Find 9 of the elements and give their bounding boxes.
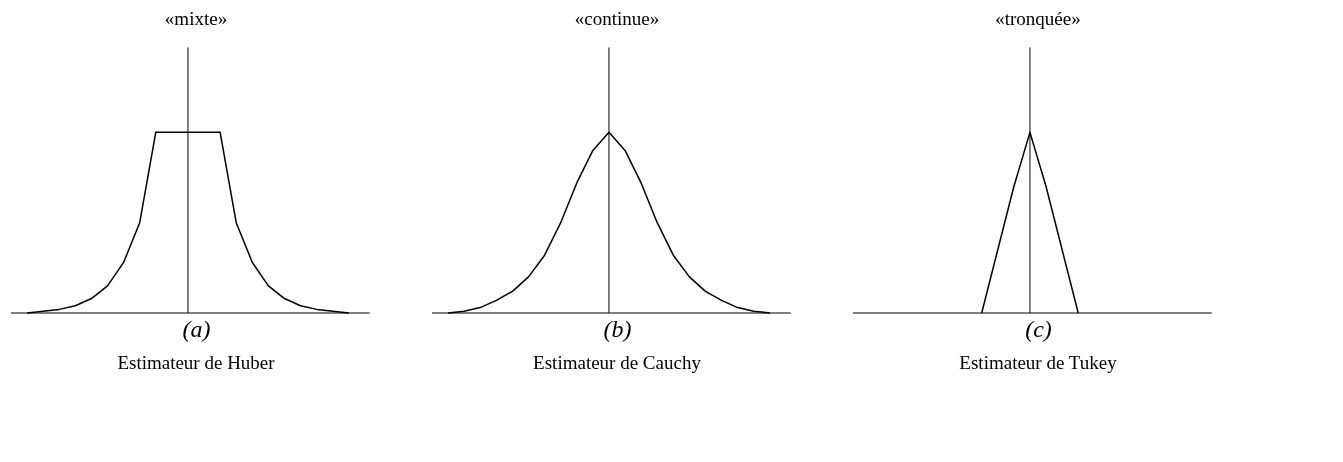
x-axis-title: (b) [603,315,632,342]
chart-title: «mixte» [164,8,228,29]
text: Estimateur de Cauchy [533,352,702,373]
text: Estimateur de Huber [117,352,276,373]
x-axis-title: (a) [182,315,211,342]
chart-title: «tronquée» [995,8,1081,29]
text: Estimateur de Tukey [959,352,1118,373]
x-axis-title: (c) [1025,315,1052,342]
chart-title: «continue» [574,8,660,29]
